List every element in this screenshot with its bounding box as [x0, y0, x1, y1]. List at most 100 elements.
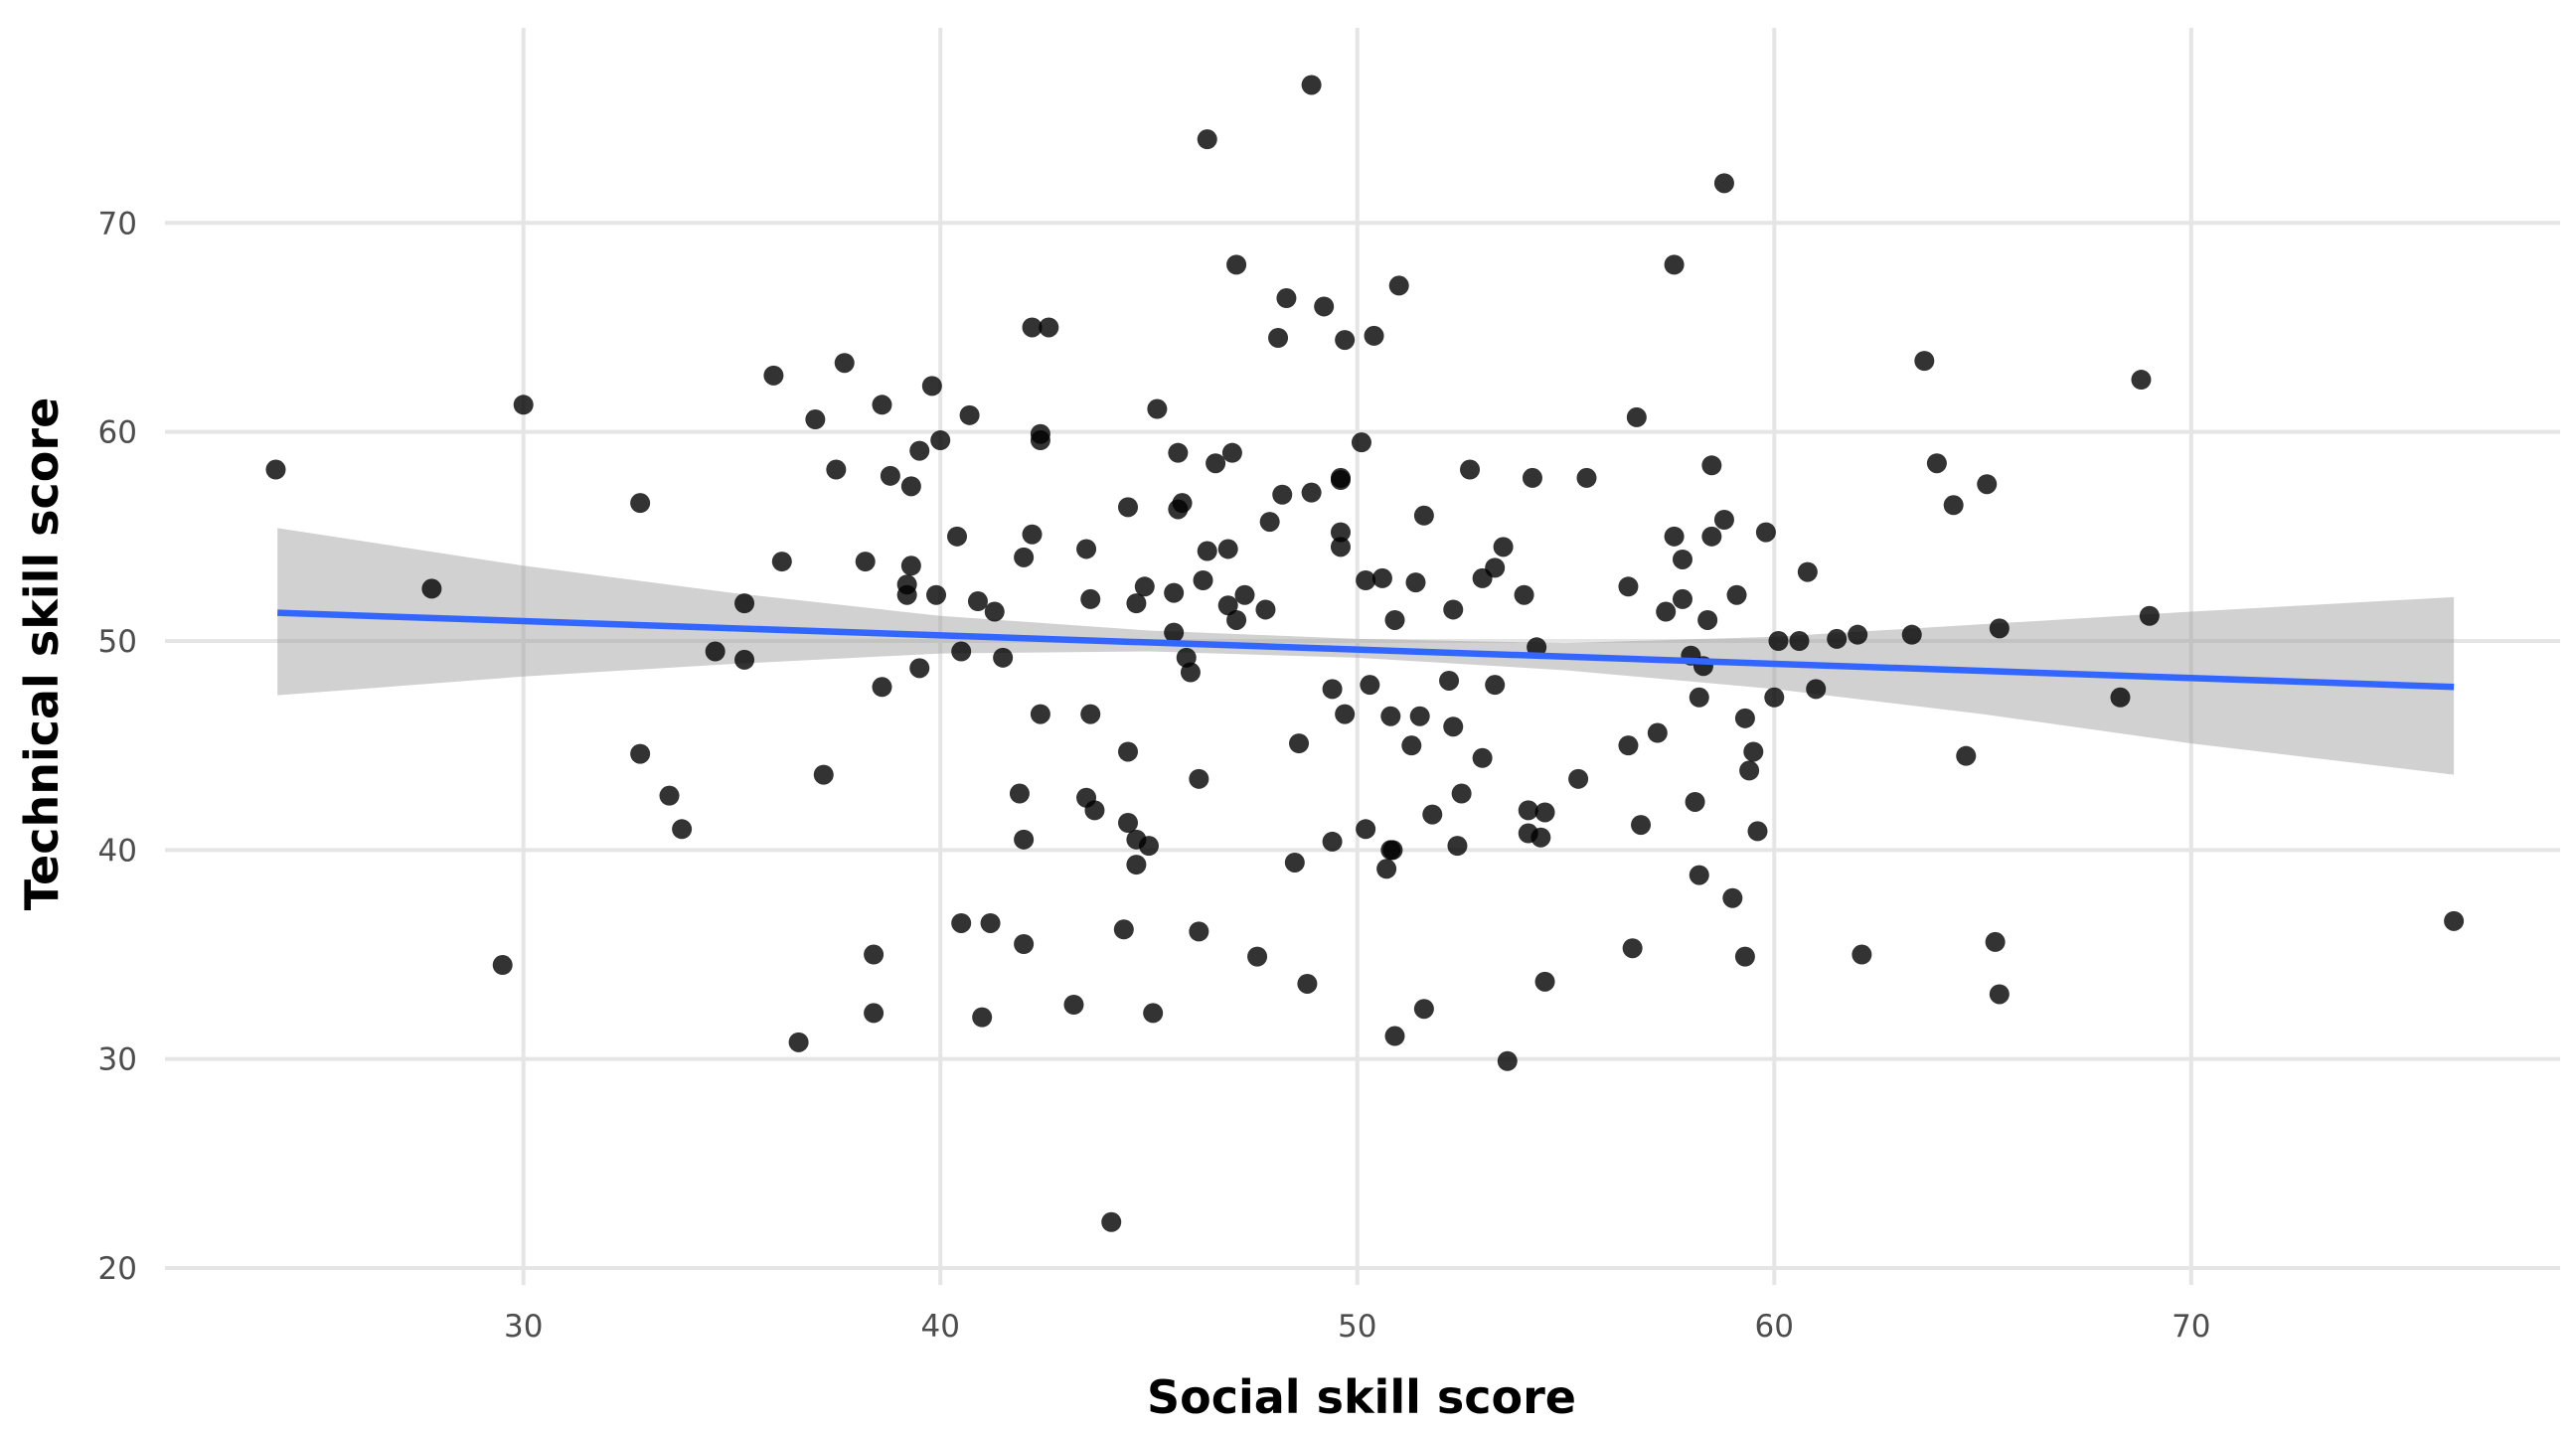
data-point [930, 430, 951, 451]
data-point [1755, 522, 1776, 543]
data-point [1926, 453, 1947, 474]
data-point [1284, 852, 1305, 873]
x-tick-label: 30 [504, 1309, 543, 1345]
data-point [1314, 296, 1335, 317]
data-point [1672, 549, 1692, 569]
data-point [1371, 567, 1392, 588]
data-point [2110, 687, 2131, 708]
data-point [1226, 254, 1247, 275]
data-point [1647, 722, 1668, 743]
trend-line-group [277, 609, 2455, 691]
data-point [900, 556, 921, 576]
data-point [1701, 526, 1722, 547]
data-point [1734, 708, 1755, 728]
data-point [1405, 572, 1426, 593]
data-point [1439, 670, 1460, 691]
data-point [872, 677, 892, 698]
data-point [1631, 815, 1652, 836]
data-point [1460, 459, 1481, 480]
data-point [1164, 622, 1185, 643]
data-point [1301, 75, 1322, 95]
data-point [1180, 662, 1201, 683]
data-point [763, 365, 784, 386]
data-point [1226, 609, 1247, 630]
data-point [1943, 495, 1964, 516]
data-point [1472, 747, 1493, 768]
y-tick-label: 50 [98, 624, 137, 660]
data-point [1084, 800, 1105, 821]
data-point [1076, 539, 1097, 559]
data-point [1739, 760, 1760, 781]
data-point [1126, 593, 1147, 614]
data-point [1063, 994, 1084, 1015]
data-point [1193, 569, 1213, 590]
data-point [630, 743, 651, 764]
data-point [1014, 829, 1035, 850]
data-point [1768, 630, 1789, 651]
data-point [1335, 330, 1356, 351]
data-point [1664, 526, 1685, 547]
data-point [1022, 524, 1043, 545]
data-point [1189, 921, 1209, 942]
data-point [1101, 1211, 1122, 1232]
data-point [1134, 576, 1155, 597]
data-point [1527, 637, 1547, 658]
data-point [1022, 317, 1043, 338]
data-point [1530, 827, 1551, 848]
data-point [1401, 735, 1422, 756]
data-point [2131, 370, 2152, 391]
y-axis-title: Technical skill score [15, 398, 69, 911]
data-point [1713, 173, 1734, 194]
data-point [967, 591, 988, 612]
data-point [1848, 624, 1868, 645]
x-tick-label: 70 [2172, 1309, 2210, 1345]
data-point [1497, 1050, 1518, 1071]
data-point [813, 764, 834, 785]
data-point [1113, 919, 1134, 940]
data-point [855, 552, 876, 572]
data-point [1143, 1003, 1164, 1024]
data-point [1576, 467, 1597, 488]
data-point [1977, 474, 1998, 495]
data-point [1797, 561, 1818, 582]
data-point [921, 376, 942, 397]
data-point [1164, 582, 1185, 603]
x-tick-label: 40 [920, 1309, 959, 1345]
data-point [1409, 706, 1430, 726]
data-point [1382, 840, 1403, 861]
data-point [2444, 910, 2465, 931]
data-point [1384, 609, 1405, 630]
data-point [1388, 275, 1409, 296]
points-group [265, 75, 2465, 1232]
data-point [1485, 675, 1506, 696]
data-point [1622, 938, 1643, 959]
data-point [1626, 406, 1647, 427]
data-point [1447, 836, 1468, 857]
data-point [1672, 588, 1692, 609]
data-point [1726, 584, 1747, 605]
data-point [1534, 971, 1555, 992]
data-point [659, 785, 680, 806]
data-point [1493, 537, 1514, 557]
data-point [864, 944, 885, 965]
data-point [1197, 541, 1217, 561]
tick-labels: 30 40 50 60 70 20 30 40 50 60 70 [98, 206, 2211, 1345]
data-point [1956, 745, 1977, 766]
data-point [672, 819, 693, 840]
data-point [1351, 432, 1371, 453]
data-point [951, 912, 972, 933]
data-point [1685, 791, 1705, 812]
data-point [1234, 584, 1255, 605]
data-point [705, 641, 725, 662]
data-point [947, 526, 968, 547]
data-point [872, 395, 892, 415]
data-point [864, 1003, 885, 1024]
data-point [980, 912, 1001, 933]
data-point [1297, 973, 1318, 994]
data-point [265, 459, 286, 480]
data-point [1276, 288, 1297, 309]
data-point [1384, 1026, 1405, 1046]
data-point [1689, 687, 1709, 708]
data-point [1356, 569, 1376, 590]
